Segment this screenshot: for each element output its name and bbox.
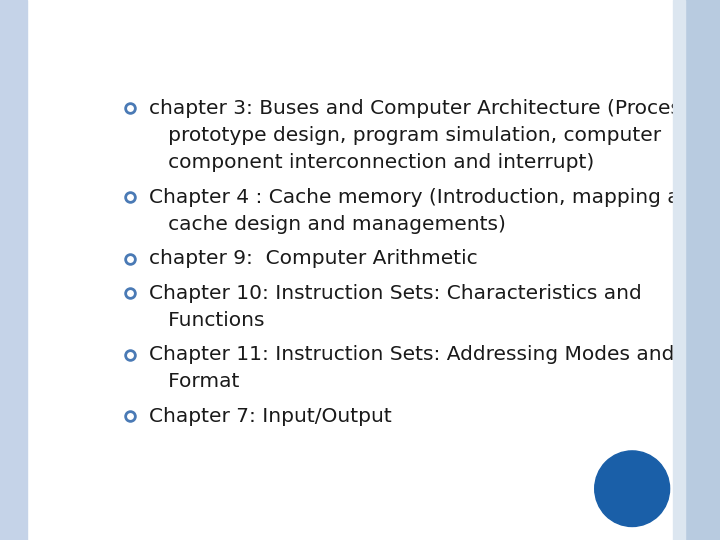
Text: cache design and managements): cache design and managements) [148,214,505,234]
Text: Chapter 11: Instruction Sets: Addressing Modes and: Chapter 11: Instruction Sets: Addressing… [148,345,674,364]
Text: Chapter 10: Instruction Sets: Characteristics and: Chapter 10: Instruction Sets: Characteri… [148,284,642,302]
Text: chapter 3: Buses and Computer Architecture (Processor: chapter 3: Buses and Computer Architectu… [148,99,712,118]
Text: prototype design, program simulation, computer: prototype design, program simulation, co… [148,126,661,145]
Text: Chapter 4 : Cache memory (Introduction, mapping and: Chapter 4 : Cache memory (Introduction, … [148,187,705,206]
Text: Chapter 7: Input/Output: Chapter 7: Input/Output [148,407,392,426]
Text: Functions: Functions [148,310,264,329]
Text: chapter 9:  Computer Arithmetic: chapter 9: Computer Arithmetic [148,249,477,268]
Text: component interconnection and interrupt): component interconnection and interrupt) [148,153,594,172]
Text: Format: Format [148,372,239,391]
